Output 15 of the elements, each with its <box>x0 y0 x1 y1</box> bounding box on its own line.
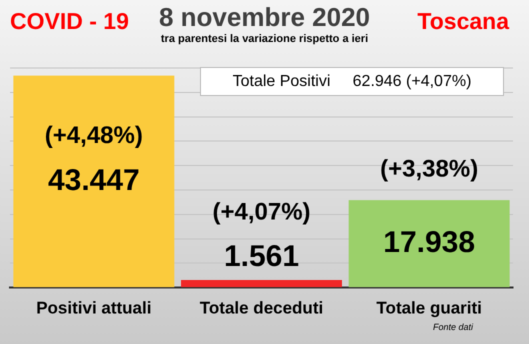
chart-subtitle: tra parentesi la variazione rispetto a ieri <box>160 33 370 45</box>
data-label: 17.938 <box>383 226 476 260</box>
data-label: 43.447 <box>48 164 140 197</box>
x-tick-label: Positivi attuali <box>36 298 152 318</box>
source-note: Fonte dati <box>432 322 473 332</box>
annotation: (+4,07%) <box>212 198 311 226</box>
x-tick-label: Totale guariti <box>376 298 482 318</box>
info-box: Totale Positivi 62.946 (+4,07%) <box>200 67 504 96</box>
annotation: (+4,48%) <box>44 122 143 150</box>
text: Toscana <box>417 8 509 35</box>
text: COVID - 19 <box>10 8 129 35</box>
x-tick-label: Totale deceduti <box>200 298 324 318</box>
data-label: 1.561 <box>224 240 300 274</box>
annotation: (+3,38%) <box>380 156 478 183</box>
chart-title: 8 novembre 2020 <box>158 2 370 32</box>
